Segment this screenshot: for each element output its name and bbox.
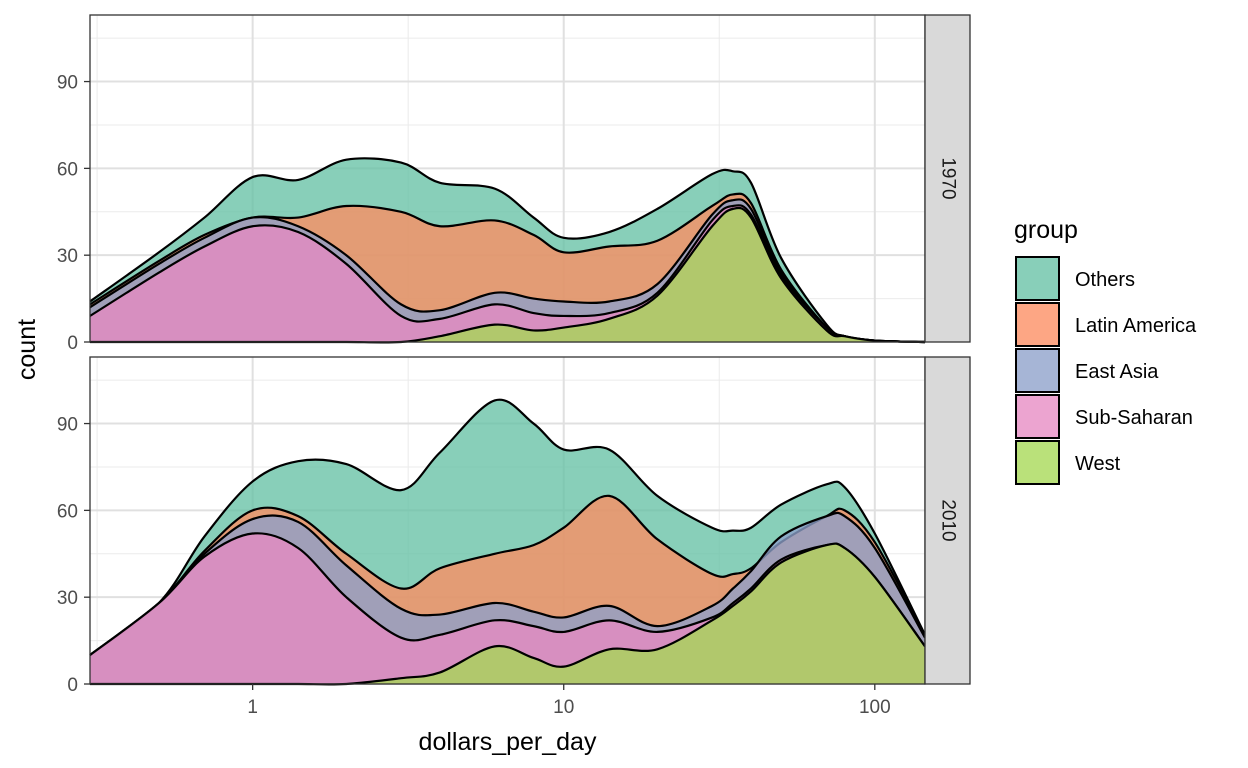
y-tick-label: 0 — [67, 333, 78, 354]
panel-1970: 0 30 60 90 1970 — [57, 14, 971, 354]
x-axis-title: dollars_per_day — [419, 728, 597, 756]
y-tick-label: 0 — [67, 675, 78, 696]
legend-key-latin-america — [1015, 302, 1060, 347]
legend-label-sub-saharan: Sub-Saharan — [1075, 407, 1193, 429]
legend-title: group — [1014, 216, 1078, 244]
y-tick-label: 30 — [57, 246, 78, 267]
outline-others — [89, 398, 926, 656]
facet-strip-label: 2010 — [937, 499, 958, 541]
area-west — [90, 543, 925, 685]
legend-label-others: Others — [1075, 269, 1135, 291]
legend-label-east-asia: East Asia — [1075, 361, 1159, 383]
y-tick-label: 90 — [57, 415, 78, 436]
facet-strip-label: 1970 — [937, 157, 958, 199]
y-tick-label: 90 — [57, 73, 78, 94]
outline-sub-saharan — [89, 204, 926, 344]
y-tick-label: 30 — [57, 588, 78, 609]
facet-strip — [924, 356, 971, 685]
legend-label-latin-america: Latin America — [1075, 315, 1197, 337]
y-axis-title: count — [13, 319, 41, 380]
legend-label-west: West — [1075, 453, 1121, 475]
legend-key-sub-saharan — [1015, 394, 1060, 439]
legend-key-east-asia — [1015, 348, 1060, 393]
outline-east-asia — [89, 511, 926, 656]
legend: group Others Latin America East Asia Sub-Sah… — [1014, 216, 1197, 485]
y-tick-label: 60 — [57, 159, 78, 180]
facet-strip — [924, 14, 971, 343]
x-tick-label: 100 — [859, 697, 891, 718]
x-tick-label: 1 — [247, 697, 258, 718]
legend-key-others — [1015, 256, 1060, 301]
panel-2010: 0 30 60 90 2010 — [57, 356, 971, 696]
legend-key-west — [1015, 440, 1060, 485]
area-west — [90, 207, 925, 343]
y-tick-label: 60 — [57, 501, 78, 522]
outline-others — [89, 157, 926, 344]
x-tick-label: 10 — [553, 697, 574, 718]
